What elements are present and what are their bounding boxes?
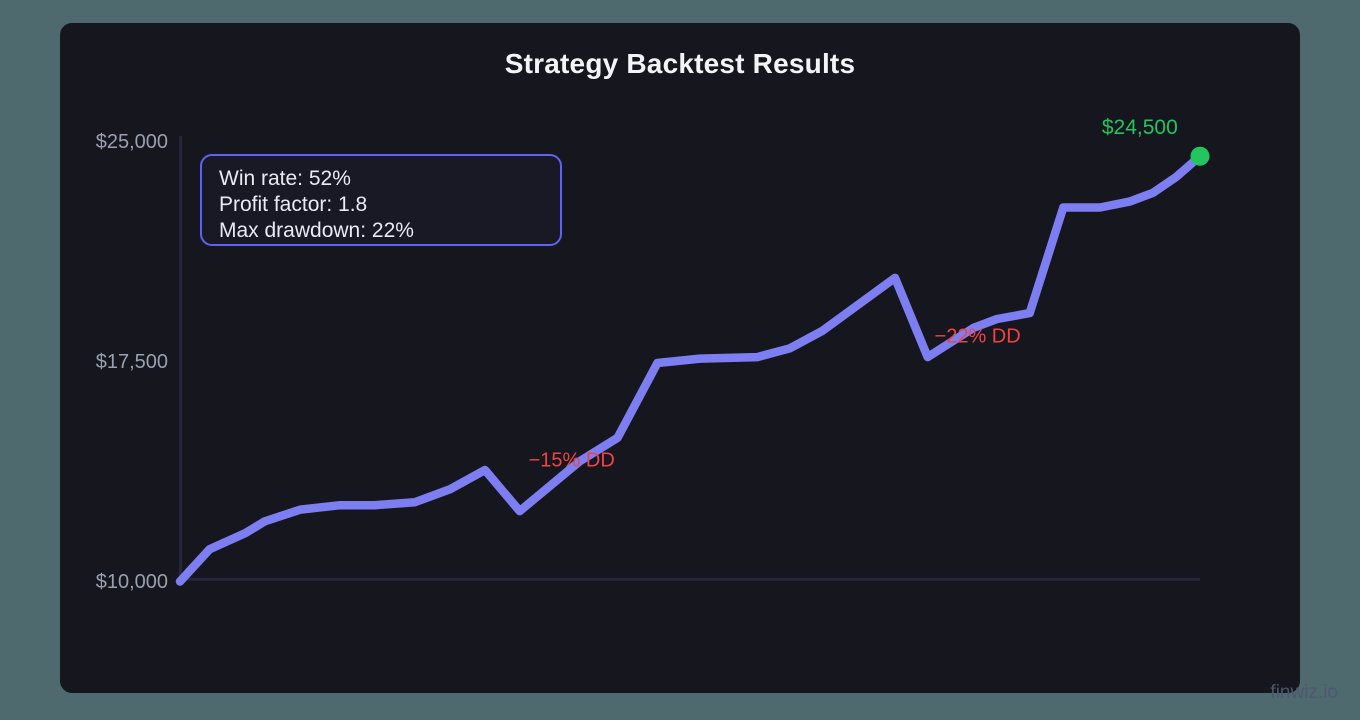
- stats-box: Win rate: 52% Profit factor: 1.8 Max dra…: [200, 154, 562, 246]
- end-value-label: $24,500: [1101, 116, 1178, 140]
- watermark: finwiz.io: [1270, 682, 1338, 703]
- y-axis-tick-10000: $10,000: [95, 571, 168, 593]
- stat-profit-factor: Profit factor: 1.8: [219, 193, 368, 216]
- y-axis-tick-25000: $25,000: [95, 131, 168, 153]
- chart-title: Strategy Backtest Results: [504, 48, 856, 79]
- end-point-marker: [1190, 146, 1210, 166]
- stat-win-rate: Win rate: 52%: [219, 167, 351, 190]
- drawdown-annotation-22: −22% DD: [934, 325, 1021, 348]
- y-axis-tick-17500: $17,500: [95, 351, 168, 373]
- stat-max-drawdown: Max drawdown: 22%: [219, 219, 414, 242]
- equity-curve-line: [175, 151, 1205, 586]
- drawdown-annotation-15: −15% DD: [528, 449, 615, 472]
